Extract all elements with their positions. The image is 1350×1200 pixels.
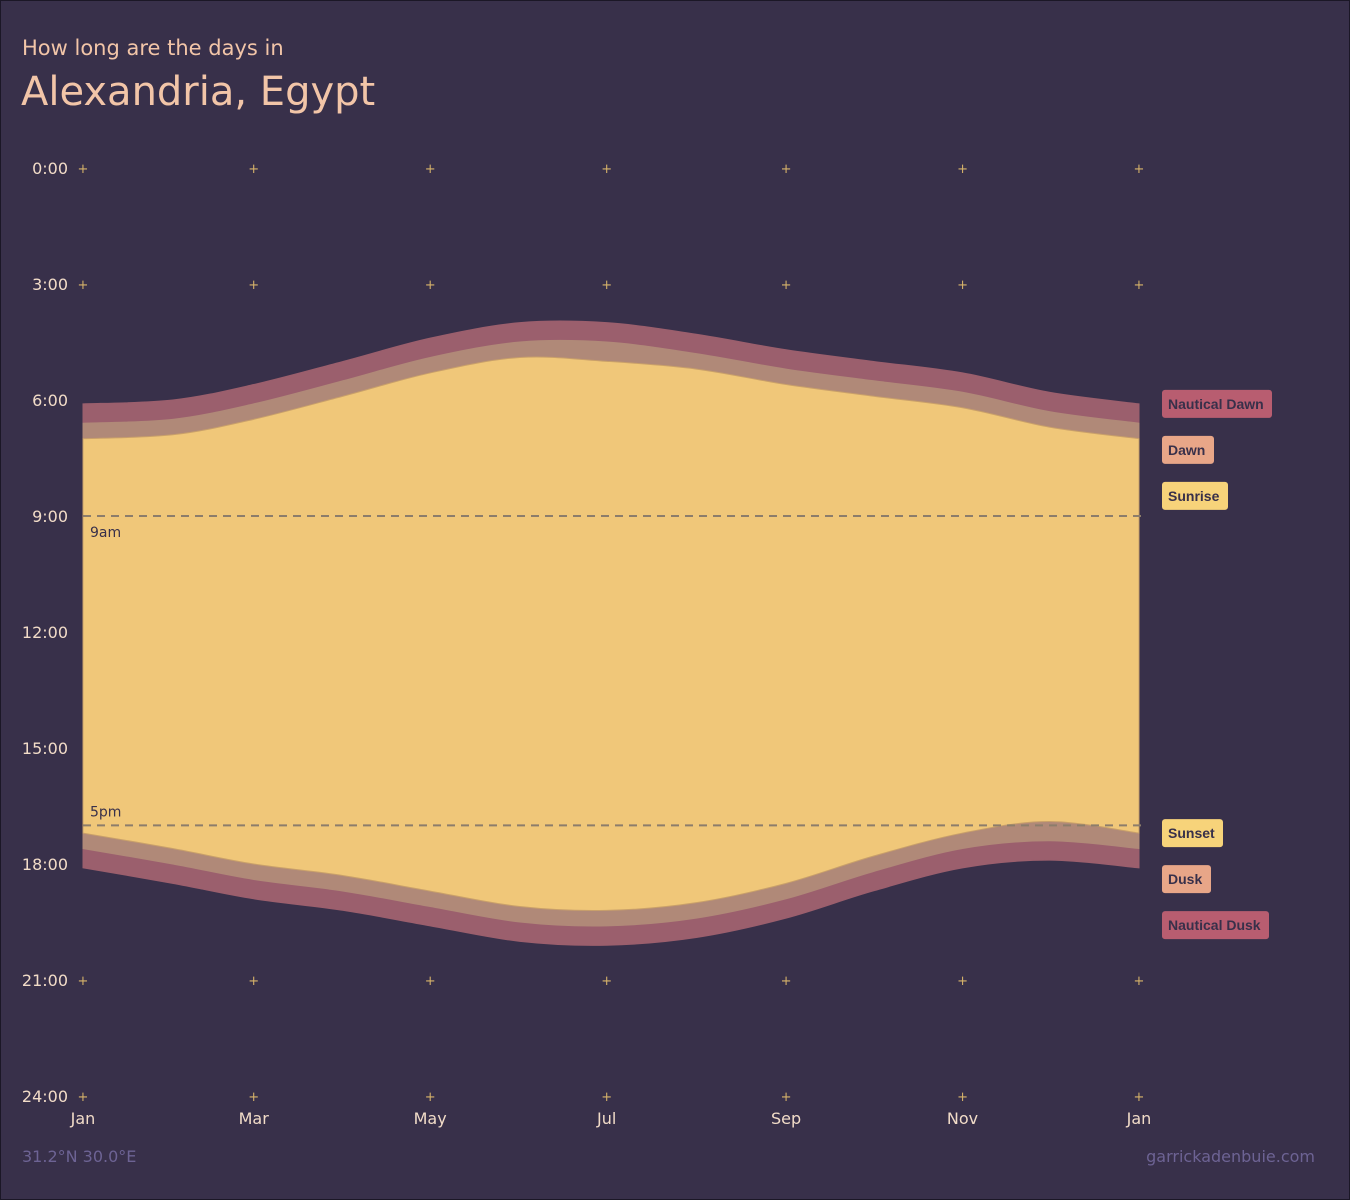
grid-plus-marker: + bbox=[957, 1090, 968, 1105]
legend: Nautical Dawn Dawn Sunrise Sunset Dusk Nautic… bbox=[1162, 389, 1272, 940]
x-tick-label: Nov bbox=[947, 1109, 978, 1128]
y-tick-label: 15:00 bbox=[22, 739, 68, 758]
reference-label-5pm: 5pm bbox=[90, 804, 121, 820]
legend-item-nautical-dawn: Nautical Dawn bbox=[1162, 389, 1272, 418]
grid-plus-marker: + bbox=[601, 1090, 612, 1105]
grid-plus-marker: + bbox=[1134, 974, 1145, 989]
y-tick-label: 3:00 bbox=[32, 275, 68, 294]
y-tick-label: 0:00 bbox=[32, 159, 68, 178]
grid-plus-marker: + bbox=[425, 1090, 436, 1105]
grid-plus-marker: + bbox=[248, 162, 259, 177]
grid-plus-marker: + bbox=[78, 162, 89, 177]
grid-plus-marker: + bbox=[78, 974, 89, 989]
reference-label-9am: 9am bbox=[90, 525, 121, 541]
legend-swatch bbox=[1162, 865, 1211, 894]
coordinates-caption: 31.2°N 30.0°E bbox=[22, 1147, 137, 1166]
legend-item-dusk: Dusk bbox=[1162, 865, 1211, 894]
daylight-bands bbox=[82, 320, 1140, 946]
grid-plus-marker: + bbox=[781, 1090, 792, 1105]
grid-markers: + + + + + + + + + + + + + + + + + + + + + + + + + + + + bbox=[78, 162, 1145, 1105]
legend-swatch bbox=[1162, 911, 1269, 940]
grid-plus-marker: + bbox=[957, 974, 968, 989]
grid-plus-marker: + bbox=[957, 278, 968, 293]
grid-plus-marker: + bbox=[781, 278, 792, 293]
legend-swatch bbox=[1162, 435, 1214, 464]
grid-plus-marker: + bbox=[781, 162, 792, 177]
grid-plus-marker: + bbox=[1134, 278, 1145, 293]
y-axis-ticks: 0:00 3:00 6:00 9:00 12:00 15:00 18:00 21:00 24:0… bbox=[22, 159, 68, 1106]
legend-label: Sunrise bbox=[1168, 488, 1220, 504]
legend-label: Sunset bbox=[1168, 825, 1215, 841]
y-tick-label: 12:00 bbox=[22, 623, 68, 642]
x-axis-ticks: Jan Mar May Jul Sep Nov Jan bbox=[70, 1109, 1152, 1128]
x-tick-label: Mar bbox=[239, 1109, 270, 1128]
x-tick-label: Jul bbox=[596, 1109, 616, 1128]
legend-label: Nautical Dawn bbox=[1168, 396, 1264, 412]
legend-label: Nautical Dusk bbox=[1168, 917, 1261, 933]
y-tick-label: 9:00 bbox=[32, 507, 68, 526]
grid-plus-marker: + bbox=[425, 974, 436, 989]
legend-item-sunset: Sunset bbox=[1162, 819, 1223, 848]
grid-plus-marker: + bbox=[248, 278, 259, 293]
legend-swatch bbox=[1162, 389, 1272, 418]
grid-plus-marker: + bbox=[78, 278, 89, 293]
credit-caption: garrickadenbuie.com bbox=[1146, 1147, 1315, 1166]
legend-label: Dusk bbox=[1168, 871, 1202, 887]
x-tick-label: Jan bbox=[70, 1109, 96, 1128]
grid-plus-marker: + bbox=[781, 974, 792, 989]
y-tick-label: 18:00 bbox=[22, 855, 68, 874]
grid-plus-marker: + bbox=[78, 1090, 89, 1105]
grid-plus-marker: + bbox=[601, 162, 612, 177]
legend-item-sunrise: Sunrise bbox=[1162, 481, 1228, 510]
y-tick-label: 21:00 bbox=[22, 971, 68, 990]
y-tick-label: 6:00 bbox=[32, 391, 68, 410]
legend-item-dawn: Dawn bbox=[1162, 435, 1214, 464]
grid-plus-marker: + bbox=[1134, 1090, 1145, 1105]
chart-subtitle: How long are the days in bbox=[22, 36, 284, 60]
grid-plus-marker: + bbox=[425, 278, 436, 293]
grid-plus-marker: + bbox=[1134, 162, 1145, 177]
grid-plus-marker: + bbox=[601, 278, 612, 293]
x-tick-label: May bbox=[414, 1109, 447, 1128]
grid-plus-marker: + bbox=[601, 974, 612, 989]
y-tick-label: 24:00 bbox=[22, 1087, 68, 1106]
band-daylight bbox=[82, 356, 1140, 912]
legend-swatch bbox=[1162, 481, 1228, 510]
legend-label: Dawn bbox=[1168, 442, 1205, 458]
grid-plus-marker: + bbox=[248, 1090, 259, 1105]
chart-title: Alexandria, Egypt bbox=[21, 69, 376, 115]
legend-swatch bbox=[1162, 819, 1223, 848]
legend-item-nautical-dusk: Nautical Dusk bbox=[1162, 911, 1269, 940]
grid-plus-marker: + bbox=[425, 162, 436, 177]
x-tick-label: Jan bbox=[1126, 1109, 1152, 1128]
reference-lines: 9am 5pm bbox=[83, 515, 1143, 827]
x-tick-label: Sep bbox=[771, 1109, 801, 1128]
grid-plus-marker: + bbox=[957, 162, 968, 177]
grid-plus-marker: + bbox=[248, 974, 259, 989]
